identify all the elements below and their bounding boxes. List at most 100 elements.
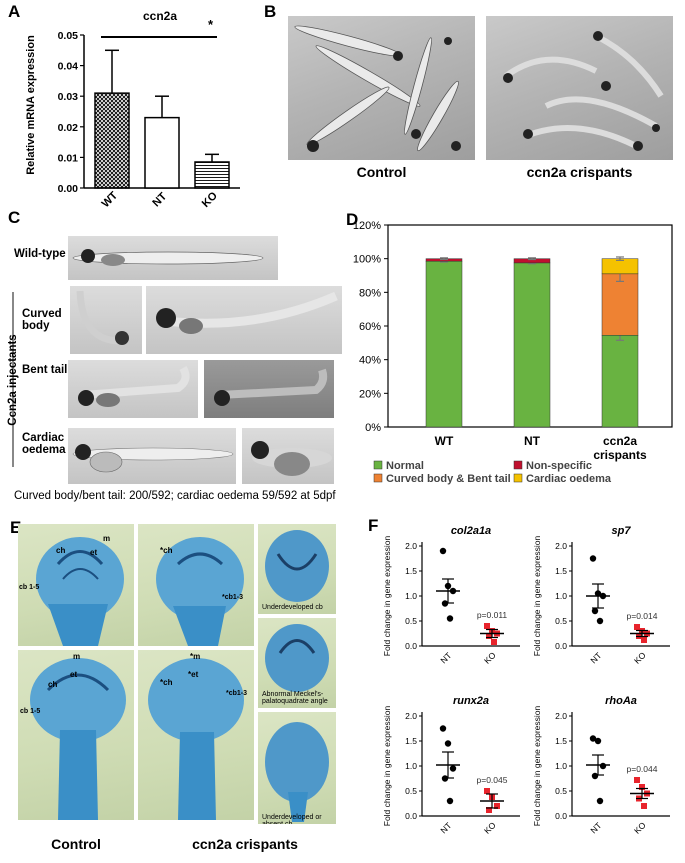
panel-d-x-tick-label: ccn2a — [603, 434, 637, 448]
scatter-point-nt — [449, 765, 457, 772]
scatter-point-nt — [591, 607, 599, 615]
panel-d-segment-0-2 — [601, 335, 639, 428]
control-dorsal-cartilage — [30, 658, 126, 820]
scatter-p-value: p=0.014 — [627, 611, 658, 621]
scatter-point-nt — [589, 555, 597, 562]
scatter-y-tick-label: 0.0 — [405, 641, 417, 651]
scatter-x-tick-label: KO — [482, 820, 498, 836]
scatter-y-tick-label: 1.5 — [405, 736, 417, 746]
underdeveloped-cb-head — [265, 530, 329, 602]
underdeveloped-cb-photo: Underdeveloped cb — [258, 524, 336, 614]
scatter-y-tick-label: 0.5 — [555, 786, 567, 796]
scatter-y-tick-label: 1.5 — [555, 566, 567, 576]
panel-e-control-caption: Control — [51, 836, 101, 852]
crispants-caption: ccn2a crispants — [526, 164, 633, 180]
scatter-point-ko — [634, 624, 640, 630]
panel-letter-e: E — [10, 518, 22, 537]
panel-d-y-tick-label: 100% — [353, 254, 381, 266]
crispant-dorsal-cartilage-photo: *m *et *ch *cb1-3 — [138, 650, 254, 820]
curved-body-larva-2 — [156, 291, 338, 334]
scatter-point-ko — [484, 623, 490, 629]
panel-d-legend-label-3: Cardiac oedema — [526, 473, 612, 485]
absent-cb-caption: Underdeveloped or absent cb — [262, 814, 322, 824]
cardiac-oedema-photo-1 — [68, 428, 236, 484]
panel-letter-f: F — [368, 516, 379, 535]
panel-d-segment-0-0 — [425, 260, 463, 428]
crispants-larvae-illustration — [503, 31, 664, 151]
bent-tail-larva-2 — [214, 368, 328, 406]
scatter-y-tick-label: 0.0 — [555, 641, 567, 651]
panel-letter-a: A — [8, 2, 21, 21]
scatter-x-tick-label: NT — [588, 820, 603, 835]
scatter-y-tick-label: 2.0 — [555, 711, 567, 721]
cardiac-oedema-photo-2 — [242, 428, 334, 484]
scatter-point-ko — [486, 633, 492, 639]
scatter-y-tick-label: 1.0 — [405, 591, 417, 601]
scatter-y-tick-label: 0.0 — [555, 811, 567, 821]
wild-type-photo — [68, 236, 278, 280]
panel-d-y-tick-label: 60% — [359, 321, 381, 333]
scatter-x-tick-label: KO — [632, 650, 648, 666]
cardiac-oedema-larva-2 — [251, 441, 332, 476]
panel-d-legend-swatch-2 — [373, 473, 383, 483]
bent-tail-photo-2 — [204, 360, 334, 418]
panel-d-legend-label-0: Normal — [386, 460, 424, 472]
control-dorsal-cartilage-photo: m et ch cb 1-5 — [18, 650, 134, 820]
scatter-point-ko — [639, 784, 645, 790]
scatter-x-tick-label: NT — [438, 650, 453, 665]
control-larvae-illustration — [294, 25, 461, 152]
panel-d-segment-2-2 — [601, 273, 639, 336]
scatter-y-tick-label: 0.5 — [405, 616, 417, 626]
cardiac-oedema-label: Cardiac oedema — [22, 432, 66, 456]
abnormal-angle-photo: Abnormal Meckel's-palatoquadrate angle — [258, 618, 336, 708]
panel-a-x-tick-label: WT — [100, 189, 121, 210]
cardiac-oedema-larva-1 — [72, 444, 234, 473]
scatter-point-nt — [446, 797, 454, 805]
scatter-point-nt — [599, 762, 607, 770]
curved-body-photo-1 — [70, 286, 142, 354]
crispant-ventral-cartilage-photo: *ch *cb1-3 — [138, 524, 254, 646]
panel-d-x-tick-label: WT — [435, 434, 454, 448]
underdeveloped-cb-caption: Underdeveloped cb — [262, 604, 323, 611]
bent-tail-photo-1 — [68, 360, 198, 418]
panel-d-x-tick-label-line2: crispants — [593, 448, 647, 462]
wild-type-label: Wild-type — [14, 248, 66, 260]
scatter-y-tick-label: 0.0 — [405, 811, 417, 821]
absent-cb-photo: Underdeveloped or absent cb — [258, 712, 336, 824]
panel-d-y-tick-label: 80% — [359, 287, 381, 299]
scatter-point-nt — [589, 735, 597, 742]
label-cb13-star: *cb1-3 — [222, 594, 244, 601]
scatter-x-tick-label: KO — [482, 650, 498, 666]
crispants-larvae-photo — [486, 16, 673, 160]
scatter-point-nt — [596, 797, 604, 805]
panel-a-bar-nt — [144, 116, 180, 189]
scatter-point-nt — [596, 617, 604, 625]
panel-e-crispants-caption: ccn2a crispants — [192, 836, 298, 852]
scatter-y-tick-label: 2.0 — [555, 541, 567, 551]
scatter-point-nt — [446, 615, 454, 622]
panel-a-x-tick-label: KO — [200, 189, 220, 209]
scatter-point-nt — [591, 772, 599, 780]
wild-type-larva — [72, 249, 264, 266]
panel-d-x-tick-label: NT — [524, 434, 541, 448]
scatter-y-tick-label: 2.0 — [405, 711, 417, 721]
abnormal-angle-caption: Abnormal Meckel's-palatoquadrate angle — [262, 691, 328, 705]
panel-a-y-tick-label: 0.04 — [58, 61, 79, 73]
scatter-point-ko — [494, 803, 500, 809]
injectants-bracket-line — [12, 292, 14, 467]
panel-letter-b: B — [264, 2, 277, 21]
panel-d-legend-swatch-1 — [513, 460, 523, 470]
panel-d-legend-swatch-0 — [373, 460, 383, 470]
scatter-point-nt — [594, 737, 602, 745]
panel-a-bar-wt — [94, 92, 130, 189]
scatter-y-tick-label: 1.0 — [405, 761, 417, 771]
scatter-point-ko — [641, 803, 647, 809]
scatter-point-ko — [641, 637, 647, 643]
scatter-y-tick-label: 0.5 — [405, 786, 417, 796]
panel-d-y-tick-label: 0% — [365, 422, 381, 434]
control-ventral-cartilage-photo: m ch et cb 1-5 — [18, 524, 134, 646]
label-m-star: *m — [190, 652, 201, 661]
panel-d-legend-swatch-3 — [513, 473, 523, 483]
label-cb13-dorsal: *cb1-3 — [226, 690, 248, 697]
control-larvae-photo — [288, 16, 475, 160]
